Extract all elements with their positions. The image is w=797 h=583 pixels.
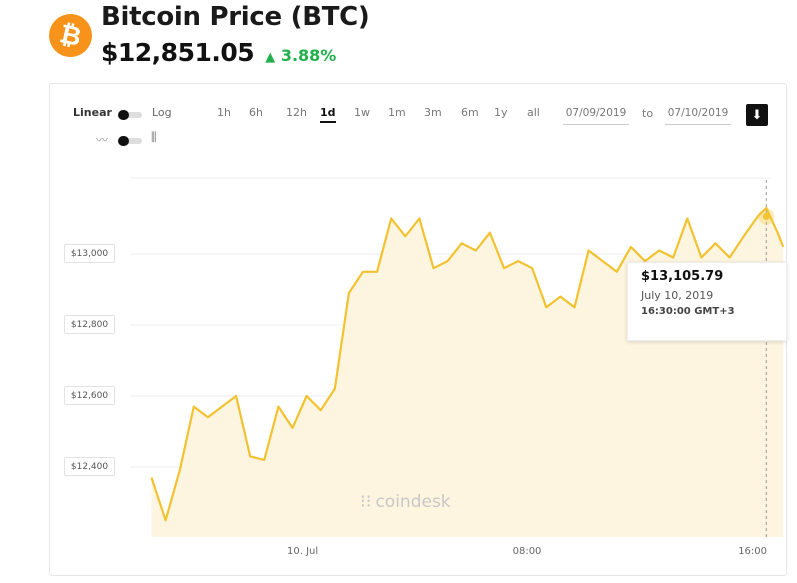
scale-toggle-knob <box>118 110 129 120</box>
coindesk-watermark: ⁝⁝ coindesk <box>360 491 451 512</box>
coindesk-watermark-text: coindesk <box>375 491 451 512</box>
coindesk-logo-icon: ⁝⁝ <box>360 491 372 512</box>
range-6h[interactable]: 6h <box>249 106 263 119</box>
y-tick-label: $12,800 <box>64 315 115 334</box>
range-1y[interactable]: 1y <box>494 106 508 119</box>
date-to-label: to <box>642 107 654 120</box>
chart-type-toggle-knob <box>118 136 129 146</box>
scale-log-label[interactable]: Log <box>152 106 172 119</box>
tooltip-date: July 10, 2019 <box>641 289 714 302</box>
download-icon: ⬇ <box>751 107 763 123</box>
price-change-value: 3.88% <box>280 46 337 65</box>
coin-ticker: (BTC) <box>290 2 370 32</box>
price-row: $12,851.05 ▲ 3.88% <box>101 38 336 67</box>
scale-linear-label[interactable]: Linear <box>73 106 112 119</box>
arrow-up-icon: ▲ <box>265 50 276 65</box>
y-tick-label: $12,600 <box>64 386 115 405</box>
range-1m[interactable]: 1m <box>388 106 406 119</box>
line-chart-icon[interactable]: 〰 <box>96 133 109 147</box>
price-tooltip: $13,105.79 July 10, 2019 16:30:00 GMT+3 <box>627 262 787 341</box>
candlestick-icon[interactable]: ⫼ <box>151 130 157 144</box>
x-tick-label: 10. Jul <box>287 546 319 557</box>
scale-toggle[interactable] <box>118 110 142 120</box>
range-1w[interactable]: 1w <box>354 106 370 119</box>
date-from-input[interactable] <box>563 102 629 125</box>
price-line <box>150 206 785 522</box>
range-all[interactable]: all <box>527 106 540 119</box>
range-1h[interactable]: 1h <box>217 106 231 119</box>
y-tick-label: $13,000 <box>64 244 115 263</box>
price-change: ▲ 3.88% <box>265 46 336 65</box>
download-button[interactable]: ⬇ <box>746 104 768 126</box>
current-price: $12,851.05 <box>101 38 255 67</box>
date-to-input[interactable] <box>665 102 731 125</box>
price-area-fill <box>151 207 784 537</box>
hover-point <box>762 212 770 220</box>
range-3m[interactable]: 3m <box>424 106 442 119</box>
range-1d[interactable]: 1d <box>320 106 336 123</box>
tooltip-price: $13,105.79 <box>641 269 724 284</box>
range-12h[interactable]: 12h <box>286 106 307 119</box>
page-title: Bitcoin Price (BTC) <box>101 2 370 32</box>
x-tick-label: 08:00 <box>512 546 542 557</box>
tooltip-time: 16:30:00 GMT+3 <box>641 306 735 317</box>
chart-type-toggle[interactable] <box>118 136 142 146</box>
range-6m[interactable]: 6m <box>461 106 479 119</box>
coin-name: Bitcoin Price <box>101 2 282 32</box>
x-tick-label: 16:00 <box>738 546 768 557</box>
y-tick-label: $12,400 <box>64 457 115 476</box>
